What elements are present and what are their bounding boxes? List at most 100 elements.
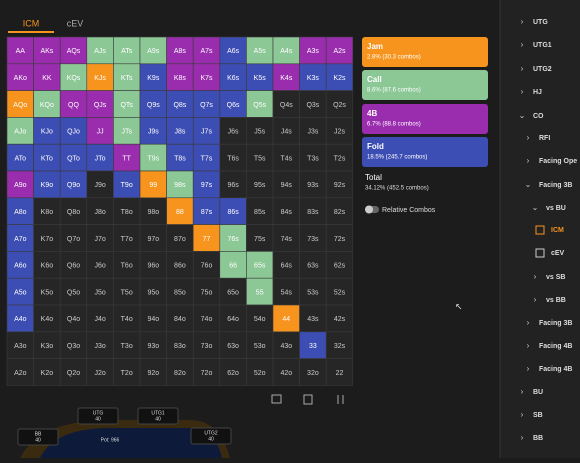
- hand-cell[interactable]: [33, 331, 61, 359]
- sidebar-item[interactable]: SB: [533, 412, 543, 419]
- hand-cell[interactable]: [299, 63, 327, 91]
- hand-cell[interactable]: [246, 63, 274, 91]
- hand-cell[interactable]: [272, 277, 300, 306]
- hand-cell[interactable]: [299, 251, 327, 279]
- hand-cell[interactable]: [192, 251, 221, 279]
- hand-cell[interactable]: [59, 117, 88, 145]
- hand-cell[interactable]: [86, 90, 114, 118]
- hand-cell[interactable]: [113, 224, 141, 252]
- hand-cell[interactable]: [246, 251, 274, 279]
- hand-cell[interactable]: [113, 331, 141, 359]
- hand-cell[interactable]: [166, 170, 194, 199]
- hand-cell[interactable]: [325, 170, 354, 199]
- hand-cell[interactable]: [192, 331, 221, 359]
- hand-cell[interactable]: [86, 143, 114, 172]
- hand-cell[interactable]: [325, 331, 354, 359]
- hand-cell[interactable]: [6, 331, 34, 359]
- hand-cell[interactable]: [246, 170, 274, 199]
- hand-cell[interactable]: [33, 197, 61, 225]
- sidebar-item[interactable]: Facing Ope: [539, 158, 577, 165]
- hand-cell[interactable]: [113, 117, 141, 145]
- hand-cell[interactable]: [139, 117, 167, 145]
- hand-cell[interactable]: [325, 251, 354, 279]
- hand-cell[interactable]: [86, 117, 114, 145]
- hand-cell[interactable]: [113, 197, 141, 225]
- hand-cell[interactable]: [86, 36, 114, 65]
- hand-cell[interactable]: [325, 36, 354, 65]
- sidebar-item[interactable]: Facing 3B: [539, 182, 572, 189]
- hand-cell[interactable]: [166, 197, 194, 225]
- hand-cell[interactable]: [113, 36, 141, 65]
- sidebar-item[interactable]: UTG1: [533, 42, 552, 49]
- hand-cell[interactable]: [325, 117, 354, 145]
- hand-cell[interactable]: [6, 277, 34, 306]
- hand-cell[interactable]: [192, 63, 221, 91]
- hand-cell[interactable]: [219, 304, 247, 333]
- hand-cell[interactable]: [192, 117, 221, 145]
- tool-table[interactable]: [303, 394, 313, 405]
- sidebar-item[interactable]: Facing 3B: [539, 320, 572, 327]
- hand-cell[interactable]: [166, 331, 194, 359]
- hand-cell[interactable]: [33, 117, 61, 145]
- hand-cell[interactable]: [86, 331, 114, 359]
- hand-cell[interactable]: [6, 358, 34, 386]
- hand-cell[interactable]: [299, 197, 327, 225]
- sidebar-item[interactable]: RFI: [539, 135, 550, 142]
- hand-cell[interactable]: [6, 90, 34, 118]
- hand-cell[interactable]: [325, 143, 354, 172]
- hand-cell[interactable]: [272, 63, 300, 91]
- hand-cell[interactable]: [59, 277, 88, 306]
- hand-cell[interactable]: [325, 358, 354, 386]
- tab-cev[interactable]: cEV: [67, 18, 84, 28]
- hand-cell[interactable]: [272, 304, 300, 333]
- hand-cell[interactable]: [246, 90, 274, 118]
- sidebar-item[interactable]: cEV: [551, 250, 565, 257]
- tool-list[interactable]: [271, 394, 282, 404]
- hand-cell[interactable]: [113, 170, 141, 199]
- hand-cell[interactable]: [219, 358, 247, 386]
- hand-cell[interactable]: [59, 143, 88, 172]
- hand-cell[interactable]: [192, 170, 221, 199]
- sidebar-item[interactable]: CO: [533, 113, 544, 120]
- hand-cell[interactable]: [33, 224, 61, 252]
- hand-cell[interactable]: [113, 143, 141, 172]
- hand-cell[interactable]: [325, 197, 354, 225]
- hand-cell[interactable]: [299, 90, 327, 118]
- hand-cell[interactable]: [166, 117, 194, 145]
- hand-cell[interactable]: [86, 304, 114, 333]
- hand-cell[interactable]: [192, 143, 221, 172]
- hand-cell[interactable]: [33, 277, 61, 306]
- hand-cell[interactable]: [139, 197, 167, 225]
- hand-cell[interactable]: [86, 197, 114, 225]
- hand-cell[interactable]: [219, 36, 247, 65]
- hand-cell[interactable]: [325, 224, 354, 252]
- hand-cell[interactable]: [59, 63, 88, 91]
- sidebar-item[interactable]: BU: [533, 389, 543, 396]
- sidebar-item[interactable]: BB: [533, 435, 543, 442]
- hand-cell[interactable]: [139, 277, 167, 306]
- hand-cell[interactable]: [6, 224, 34, 252]
- hand-cell[interactable]: [272, 197, 300, 225]
- hand-cell[interactable]: [192, 358, 221, 386]
- sidebar-item[interactable]: UTG2: [533, 66, 552, 73]
- hand-cell[interactable]: [33, 358, 61, 386]
- hand-cell[interactable]: [86, 251, 114, 279]
- hand-cell[interactable]: [246, 197, 274, 225]
- hand-cell[interactable]: [33, 63, 61, 91]
- tool-sort[interactable]: [337, 395, 344, 404]
- hand-cell[interactable]: [6, 63, 34, 91]
- hand-cell[interactable]: [6, 143, 34, 172]
- sidebar-item[interactable]: Facing 4B: [539, 366, 572, 373]
- hand-cell[interactable]: [166, 224, 194, 252]
- hand-cell[interactable]: [166, 277, 194, 306]
- sidebar-item[interactable]: Facing 4B: [539, 343, 572, 350]
- hand-cell[interactable]: [219, 224, 247, 252]
- hand-cell[interactable]: [86, 224, 114, 252]
- hand-cell[interactable]: [113, 63, 141, 91]
- hand-cell[interactable]: [86, 63, 114, 91]
- hand-cell[interactable]: [246, 224, 274, 252]
- hand-cell[interactable]: [113, 90, 141, 118]
- hand-cell[interactable]: [299, 117, 327, 145]
- hand-cell[interactable]: [33, 251, 61, 279]
- hand-cell[interactable]: [299, 224, 327, 252]
